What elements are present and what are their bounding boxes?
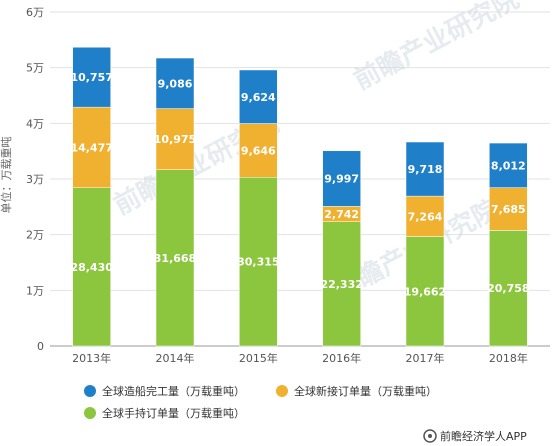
data-label: 7,685 <box>491 203 526 216</box>
bar-segment <box>322 150 361 207</box>
legend-marker <box>276 385 288 397</box>
legend-label: 全球手持订单量（万载重吨） <box>102 406 245 420</box>
y-axis: 0 1万 2万 3万 4万 5万 6万 <box>26 6 44 353</box>
data-label: 30,315 <box>237 256 279 269</box>
legend-item[interactable]: 全球造船完工量（万载重吨） <box>84 384 245 398</box>
y-tick-label: 5万 <box>26 62 44 75</box>
bar-segment <box>405 141 445 197</box>
bar-segment <box>155 108 195 170</box>
data-label: 9,624 <box>241 91 276 104</box>
bar-segment <box>405 195 445 237</box>
legend-label: 全球新接订单量（万载重吨） <box>294 384 437 398</box>
bar-segment <box>72 106 111 188</box>
data-label: 10,757 <box>70 71 112 84</box>
x-tick-label: 2013年 <box>72 351 111 365</box>
data-label: 19,662 <box>404 285 446 298</box>
data-label: 10,975 <box>154 133 196 146</box>
data-label: 14,477 <box>70 141 112 154</box>
bar-segment <box>489 142 528 188</box>
bar-segment <box>239 176 278 347</box>
bar-segment <box>405 236 445 347</box>
data-label: 28,430 <box>70 261 113 274</box>
legend-item[interactable]: 全球新接订单量（万载重吨） <box>276 384 437 398</box>
x-tick-label: 2015年 <box>239 351 278 365</box>
data-label: 9,086 <box>158 77 193 90</box>
legend-marker <box>84 407 96 419</box>
y-tick-label: 1万 <box>26 284 44 297</box>
data-label: 20,758 <box>487 282 529 295</box>
y-tick-label: 4万 <box>26 117 44 130</box>
bar-segment <box>239 123 278 178</box>
y-tick-label: 2万 <box>26 229 44 242</box>
bars: 28,430 14,477 10,757 31,668 10,975 9,086 30,31… <box>70 47 530 347</box>
data-label: 7,264 <box>408 210 443 223</box>
legend-marker <box>84 385 96 397</box>
bar-segment <box>72 187 111 347</box>
bar-segment <box>489 187 528 231</box>
y-tick-label: 0 <box>37 340 44 353</box>
data-label: 9,997 <box>324 173 359 186</box>
data-label: 31,668 <box>154 252 196 265</box>
y-axis-label: 单位：万载重吨 <box>0 137 13 214</box>
grid-lines <box>50 11 550 347</box>
footer: 前瞻经济学人APP <box>423 429 527 443</box>
bar-segment <box>489 230 528 347</box>
data-label: 2,742 <box>324 208 359 221</box>
data-label: 9,646 <box>241 144 276 157</box>
bar-segment <box>322 221 361 347</box>
bar-segment <box>155 57 195 109</box>
legend-label: 全球造船完工量（万载重吨） <box>102 384 245 398</box>
data-label: 22,332 <box>320 278 362 291</box>
app-logo-icon <box>423 429 437 443</box>
bar-segment <box>239 69 278 124</box>
data-label: 9,718 <box>408 163 443 176</box>
bar-segment <box>72 47 111 108</box>
legend: 全球造船完工量（万载重吨） 全球新接订单量（万载重吨） 全球手持订单量（万载重吨） <box>84 384 437 420</box>
y-tick-label: 3万 <box>26 173 44 186</box>
data-label: 8,012 <box>491 159 526 172</box>
y-tick-label: 6万 <box>26 6 44 19</box>
footer-text: 前瞻经济学人APP <box>440 429 527 443</box>
x-tick-label: 2014年 <box>156 351 195 365</box>
legend-item[interactable]: 全球手持订单量（万载重吨） <box>84 406 245 420</box>
x-tick-label: 2018年 <box>489 351 528 365</box>
x-axis: 2013年 2014年 2015年 2016年 2017年 2018年 <box>72 351 528 365</box>
x-tick-label: 2017年 <box>406 351 445 365</box>
x-tick-label: 2016年 <box>322 351 361 365</box>
watermark-text: 前瞻产业研究院 <box>349 0 524 96</box>
